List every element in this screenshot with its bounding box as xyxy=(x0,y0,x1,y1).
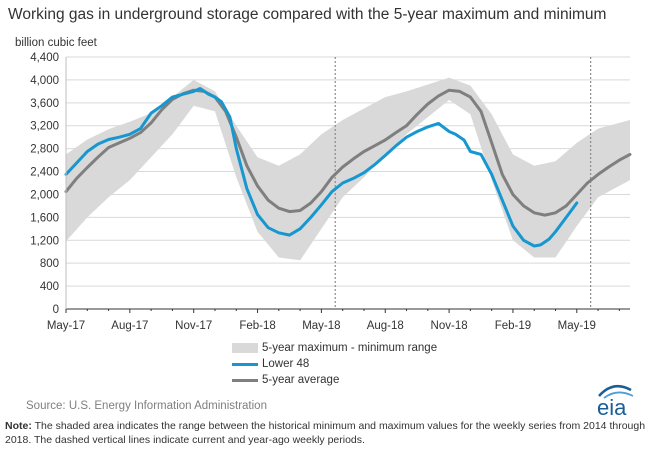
dashed-vertical-lines xyxy=(334,57,592,309)
y-tick-labels: 0 400 800 1,200 1,600 2,000 2,400 2,800 3,200 3,6… xyxy=(30,52,59,316)
y-tick-label: 0 xyxy=(53,304,59,316)
y-tick-label: 2,000 xyxy=(30,189,59,201)
legend-swatch-average xyxy=(232,378,258,382)
x-tick-labels: May-17 Aug-17 Nov-17 Feb-18 May-18 Aug-18 Nov-… xyxy=(47,320,596,332)
axes xyxy=(65,57,630,313)
series-line-lower-48 xyxy=(64,87,579,248)
eia-logo-swoosh-2 xyxy=(603,391,634,399)
series-line-5-year-average xyxy=(64,88,632,217)
x-tick-label: Feb-18 xyxy=(239,320,275,332)
storage-chart: 0 400 800 1,200 1,600 2,000 2,400 2,800 3,200 3,6… xyxy=(30,52,632,332)
y-tick-label: 2,400 xyxy=(30,167,59,179)
legend-item-lower48: Lower 48 xyxy=(232,356,437,372)
legend-label-lower48: Lower 48 xyxy=(262,358,310,370)
eia-logo: eia xyxy=(597,384,634,418)
range-band-layer xyxy=(66,77,630,261)
y-tick-label: 4,400 xyxy=(30,52,59,64)
legend-item-range: 5-year maximum - minimum range xyxy=(232,340,437,356)
y-tick-label: 2,800 xyxy=(30,144,59,156)
chart-legend: 5-year maximum - minimum range Lower 48 … xyxy=(232,340,437,388)
chart-title: Working gas in underground storage compa… xyxy=(8,6,607,23)
legend-label-range: 5-year maximum - minimum range xyxy=(262,342,438,354)
y-tick-label: 3,200 xyxy=(30,121,59,133)
series-lines xyxy=(64,87,632,248)
eia-logo-text: eia xyxy=(597,395,627,418)
y-tick-label: 400 xyxy=(40,281,59,293)
legend-swatch-lower48 xyxy=(232,362,258,366)
footnote: Note: The shaded area indicates the rang… xyxy=(5,419,660,447)
x-tick-label: Feb-19 xyxy=(495,320,531,332)
y-axis-unit-label: billion cubic feet xyxy=(15,37,97,49)
note-text: The shaded area indicates the range betw… xyxy=(5,420,646,446)
eia-logo-swoosh xyxy=(598,384,632,397)
x-tick-label: Aug-17 xyxy=(111,320,148,332)
y-tick-label: 1,600 xyxy=(30,212,59,224)
legend-label-average: 5-year average xyxy=(262,374,340,386)
x-tick-label: Aug-18 xyxy=(367,320,404,332)
legend-item-average: 5-year average xyxy=(232,372,437,388)
y-tick-label: 1,200 xyxy=(30,235,59,247)
y-tick-label: 4,000 xyxy=(30,75,59,87)
x-tick-label: Nov-17 xyxy=(175,320,212,332)
y-tick-label: 800 xyxy=(40,258,59,270)
x-tick-label: May-18 xyxy=(302,320,340,332)
x-tick-label: May-17 xyxy=(47,320,85,332)
y-tick-label: 3,600 xyxy=(30,98,59,110)
source-text: Source: U.S. Energy Information Administ… xyxy=(26,400,267,412)
grid-lines xyxy=(66,56,630,287)
legend-swatch-range xyxy=(232,343,258,353)
range-band xyxy=(66,77,630,261)
note-prefix: Note: xyxy=(5,420,32,432)
x-tick-label: May-19 xyxy=(558,320,596,332)
x-tick-label: Nov-18 xyxy=(431,320,468,332)
